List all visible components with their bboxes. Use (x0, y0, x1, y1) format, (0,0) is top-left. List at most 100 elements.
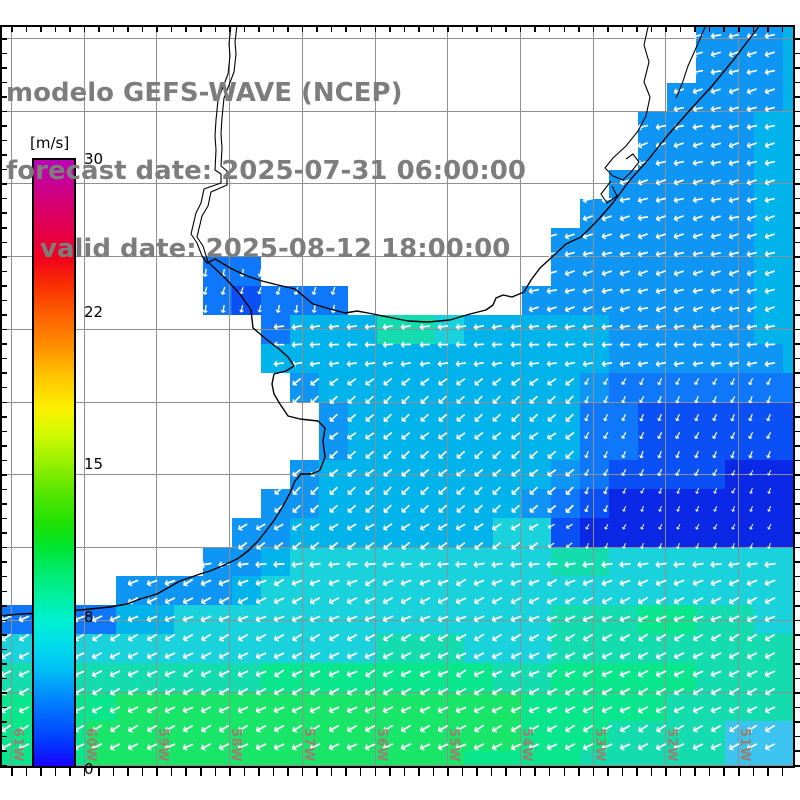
wave-cell (783, 25, 795, 54)
wave-cell (667, 141, 696, 170)
wave-cell (638, 402, 667, 431)
wave-cell (522, 489, 551, 518)
wave-cell (377, 402, 406, 431)
color-scale-tick-label: 0 (84, 760, 94, 778)
wave-cell (377, 489, 406, 518)
wave-cell (754, 83, 783, 112)
wave-cell (348, 489, 377, 518)
axis-tick (650, 768, 653, 776)
wave-cell (609, 257, 638, 286)
axis-tick (578, 768, 580, 776)
wave-cell (754, 518, 783, 547)
wave-cell (290, 518, 319, 547)
wave-cell (464, 373, 493, 402)
wave-cell (348, 344, 377, 373)
wave-cell (522, 547, 551, 576)
axis-tick (636, 25, 638, 32)
wave-cell (435, 489, 464, 518)
axis-tick (548, 768, 551, 776)
axis-tick (287, 768, 289, 776)
wave-cell (725, 547, 754, 576)
map-title-block: modelo GEFS-WAVE (NCEP) forecast date: 2… (6, 28, 526, 314)
wave-cell (406, 402, 435, 431)
wave-cell (406, 431, 435, 460)
wave-cell (580, 402, 609, 431)
wave-cell (696, 344, 725, 373)
wave-cell (638, 199, 667, 228)
longitude-label: 53W (591, 728, 607, 762)
axis-tick (665, 768, 667, 776)
wave-cell (667, 402, 696, 431)
wave-cell (319, 576, 348, 605)
wave-cell (725, 83, 754, 112)
axis-tick (418, 768, 420, 776)
wave-cell (754, 141, 783, 170)
axis-tick (476, 768, 478, 776)
axis-tick (781, 768, 784, 776)
wave-cell (522, 286, 551, 315)
axis-tick (316, 768, 318, 776)
axis-tick (794, 416, 800, 418)
axis-tick (200, 768, 202, 776)
axis-tick (794, 706, 800, 709)
wave-cell (783, 199, 795, 228)
wave-cell (290, 344, 319, 373)
axis-tick (272, 768, 275, 776)
axis-tick (794, 721, 800, 723)
wave-cell (435, 344, 464, 373)
wave-cell (783, 83, 795, 112)
axis-tick (708, 768, 711, 776)
wave-cell (783, 141, 795, 170)
wave-cell (754, 489, 783, 518)
wave-cell (696, 25, 725, 54)
wave-cell (464, 489, 493, 518)
wave-cell (638, 170, 667, 199)
wave-cell (493, 402, 522, 431)
wave-cell (464, 402, 493, 431)
wave-cell (551, 228, 580, 257)
axis-tick (214, 768, 217, 776)
axis-tick (794, 474, 800, 476)
axis-tick (679, 25, 682, 32)
color-scale-tick-label: 8 (84, 607, 94, 626)
wave-cell (638, 228, 667, 257)
axis-tick (548, 25, 551, 32)
wave-cell (783, 286, 795, 315)
wave-cell (580, 518, 609, 547)
axis-tick (794, 110, 800, 113)
longitude-label: 55W (446, 728, 462, 762)
axis-tick (258, 768, 260, 776)
longitude-label: 59W (155, 728, 171, 762)
axis-tick (665, 25, 667, 32)
axis-tick (794, 241, 800, 244)
axis-tick (723, 768, 725, 776)
wave-cell (348, 373, 377, 402)
axis-tick (794, 372, 800, 374)
wave-cell (406, 489, 435, 518)
axis-tick (54, 768, 57, 776)
wave-cell (667, 547, 696, 576)
wave-cell (667, 286, 696, 315)
wave-cell (638, 518, 667, 547)
axis-tick (0, 517, 7, 520)
wave-cell (203, 286, 232, 315)
wave-cell (493, 373, 522, 402)
axis-tick (794, 154, 800, 156)
axis-tick (794, 546, 800, 549)
wave-cell (696, 373, 725, 402)
axis-tick (592, 25, 595, 32)
axis-tick (794, 197, 800, 200)
wave-cell (783, 344, 795, 373)
axis-tick (794, 561, 800, 563)
axis-tick (0, 474, 7, 476)
wave-cell (667, 431, 696, 460)
axis-tick (794, 81, 800, 84)
wave-cell (696, 547, 725, 576)
axis-tick (794, 299, 800, 302)
axis-tick (229, 768, 231, 776)
wave-cell (696, 112, 725, 141)
axis-tick (694, 25, 696, 32)
wave-cell (696, 489, 725, 518)
axis-tick (0, 430, 7, 433)
axis-tick (0, 546, 7, 549)
